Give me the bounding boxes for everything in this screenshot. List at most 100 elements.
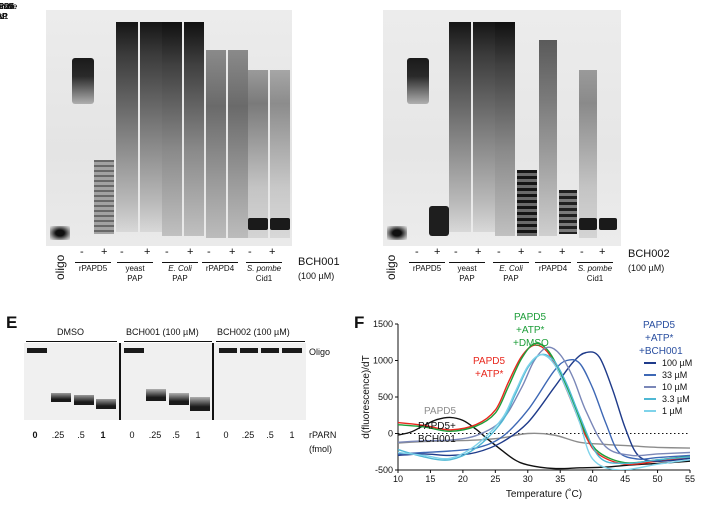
lane-smear [184, 22, 204, 236]
rparn-amount: .5 [77, 430, 85, 440]
legend-title-3: +BCH001 [639, 346, 683, 357]
rparn-amount: .5 [266, 430, 274, 440]
lane-smear [407, 58, 429, 104]
gel-band [240, 348, 258, 353]
gel-band [124, 348, 144, 353]
y-tick-label: 1000 [373, 356, 393, 366]
lane-group-label: rPAPD5 [0, 2, 15, 11]
legend-title-1: PAPD5 [643, 320, 676, 331]
rparn-amount: .25 [51, 430, 65, 440]
x-axis-label: Temperature (˚C) [506, 488, 582, 500]
annotation-atp-1: PAPD5 [473, 356, 506, 367]
treatment-label-bch001: BCH001 [298, 256, 340, 268]
annotation-papd5-bch-1: PAPD5+ [418, 421, 456, 432]
gel-band [190, 397, 210, 411]
lane-group-underline [162, 262, 198, 263]
x-tick-label: 45 [620, 474, 630, 484]
x-tick-label: 35 [555, 474, 565, 484]
lane-sign: - [207, 246, 211, 258]
lane-group-label: yeast [0, 2, 10, 11]
lane-sign: - [165, 246, 169, 258]
lane-group-label: PAP [0, 12, 8, 21]
lane-group-label: rPAPD5 [78, 264, 108, 273]
lane-sign: + [144, 246, 151, 258]
lane-smear [228, 50, 248, 238]
y-tick-label: 1500 [373, 319, 393, 329]
x-tick-label: 25 [490, 474, 500, 484]
lane-smear [140, 22, 162, 232]
gel-divider [212, 343, 214, 420]
lane-group-label: yeast [0, 2, 10, 11]
group-label-bch002: BCH002 (100 µM) [217, 327, 290, 337]
oligo-label-left: oligo [53, 254, 67, 280]
series-line-papd5-atp [398, 344, 690, 466]
lane-sign: - [120, 246, 124, 258]
lane-smear [495, 22, 515, 236]
rparn-amount: 0 [223, 430, 229, 440]
lane-smear [473, 22, 495, 232]
treatment-conc-bch001: (100 µM) [298, 271, 335, 281]
fmol-label: (fmol) [309, 444, 332, 454]
lane-smear [50, 226, 70, 240]
gel-image-bch001 [46, 10, 292, 246]
series-line-papd5-atp-dmso [398, 342, 690, 464]
gel-image-rparn [24, 343, 306, 420]
x-tick-label: 10 [393, 474, 403, 484]
lane-group-label: rPAPD4 [538, 264, 568, 273]
lane-group-label: yeast [125, 264, 145, 273]
annotation-dmso-1: PAPD5 [514, 312, 547, 323]
lane-group-label: yeast [457, 264, 477, 273]
rparn-label: rPARN [309, 430, 337, 440]
lane-group-underline [75, 262, 111, 263]
lane-group-label: S. pombe [0, 2, 18, 11]
lane-group-label: PAP [0, 12, 8, 21]
oligo-label-right: oligo [384, 254, 398, 280]
x-tick-label: 55 [685, 474, 695, 484]
lane-group-label: Cid1 [586, 274, 604, 283]
gel-band [51, 393, 71, 402]
lane-sign: + [229, 246, 236, 258]
panel-letter-f: F [354, 313, 365, 332]
panel-letter-e: E [6, 313, 18, 332]
group-line-bch001 [124, 341, 212, 342]
rparn-amount: 1 [100, 430, 106, 440]
gel-band [27, 348, 47, 353]
lane-sign: - [580, 246, 584, 258]
lane-group-label: PAP [0, 12, 8, 21]
lane-smear [539, 40, 557, 236]
lane-sign: - [80, 246, 84, 258]
lane-group-label: PAP [503, 274, 519, 283]
lane-sign: + [599, 246, 606, 258]
lane-sign: + [559, 246, 566, 258]
legend-title-2: +ATP* [645, 333, 674, 344]
lane-smear [429, 206, 449, 236]
group-line-bch002 [216, 341, 305, 342]
lane-smear [270, 218, 290, 230]
y-axis-label: d(fluorescence)/dT [361, 355, 372, 438]
lane-sign: + [101, 246, 108, 258]
lane-smear [248, 218, 268, 230]
y-tick-label: -500 [375, 465, 393, 475]
lane-smear [248, 70, 268, 238]
legend-label: 100 µM [662, 358, 692, 368]
lane-group-label: rPAPD5 [412, 264, 442, 273]
lane-group-underline [246, 262, 282, 263]
lane-group-label: S. pombe [0, 2, 18, 11]
gel-band [96, 399, 116, 409]
lane-smear [517, 170, 537, 236]
lane-group-underline [449, 262, 485, 263]
lane-group-label: Cid1 [255, 274, 273, 283]
x-tick-label: 30 [523, 474, 533, 484]
legend-label: 1 µM [662, 406, 682, 416]
lane-group-label: E. Coli [499, 264, 523, 273]
rparn-amount: .5 [172, 430, 180, 440]
annotation-dmso-2: +ATP* [516, 325, 545, 336]
lane-group-label: Cid1 [0, 12, 9, 21]
lane-group-label: E. Coli [168, 264, 192, 273]
gel-band [74, 395, 94, 405]
lane-smear [116, 22, 138, 232]
rparn-amount: .25 [241, 430, 255, 440]
lane-smear [162, 22, 182, 236]
lane-smear [387, 226, 407, 240]
lane-group-label: S. pombe [246, 264, 282, 273]
